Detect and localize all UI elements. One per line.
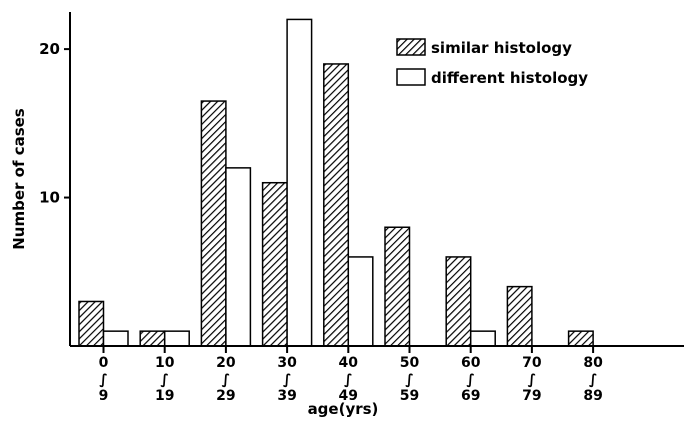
bars-group	[78, 18, 594, 347]
x-ticks-group: 0 ∫ 9 10 ∫ 19 20 ∫ 29 30 ∫ 39 40 ∫ 49 50 ∫ 59 60 ∫ 69 70 ∫ 79 80…	[99, 346, 603, 404]
legend-label-similar: similar histology	[431, 39, 572, 57]
bar-different-1	[163, 330, 190, 347]
bar-similar-4	[323, 63, 350, 347]
legend-swatch-different	[396, 68, 426, 86]
bar-different-0	[102, 330, 129, 347]
bar-similar-7	[506, 285, 533, 347]
bar-different-4	[347, 256, 374, 347]
bar-similar-8	[567, 330, 594, 347]
legend: similar histology different histology	[396, 38, 588, 87]
x-tick-label-1: 10 ∫ 19	[155, 355, 175, 404]
x-axis-title: age(yrs)	[308, 400, 379, 418]
legend-swatch-similar	[396, 38, 426, 56]
bar-similar-0	[78, 300, 105, 347]
y-axis-title: Number of cases	[10, 108, 28, 250]
y-tick-label-10: 10	[39, 189, 60, 207]
x-tick-label-7: 70 ∫ 79	[522, 355, 542, 404]
bar-similar-1	[139, 330, 166, 347]
x-tick-label-3: 30 ∫ 39	[277, 355, 297, 404]
bar-similar-3	[261, 181, 288, 347]
y-ticks-group: 10 20	[39, 40, 70, 207]
x-tick-label-6: 60 ∫ 69	[461, 355, 481, 404]
bar-different-2	[225, 167, 252, 347]
bar-similar-5	[384, 226, 411, 347]
x-tick-label-5: 50 ∫ 59	[400, 355, 420, 404]
x-tick-label-4: 40 ∫ 49	[339, 355, 359, 404]
x-tick-label-0: 0 ∫ 9	[99, 355, 109, 404]
x-tick-label-8: 80 ∫ 89	[583, 355, 603, 404]
bar-different-3	[286, 18, 313, 347]
bar-similar-6	[445, 256, 472, 347]
legend-label-different: different histology	[431, 69, 588, 87]
bar-different-6	[469, 330, 496, 347]
y-tick-label-20: 20	[39, 40, 60, 58]
bar-similar-2	[200, 100, 227, 347]
x-tick-label-2: 20 ∫ 29	[216, 355, 236, 404]
